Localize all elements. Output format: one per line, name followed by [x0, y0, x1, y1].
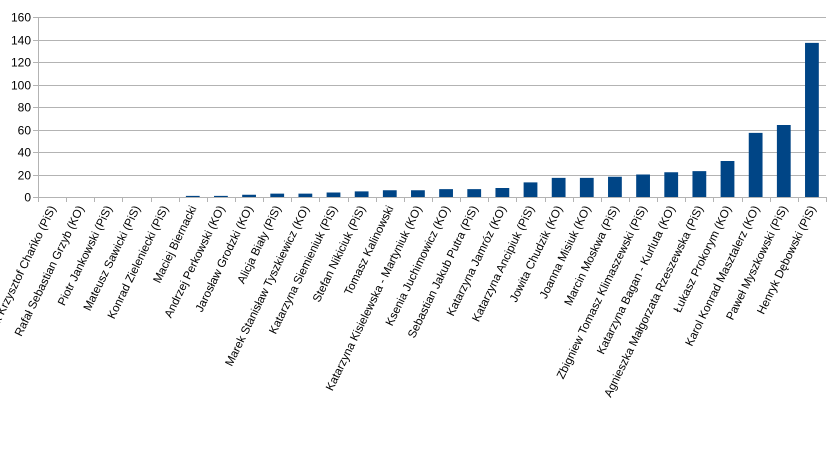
bar: [720, 161, 735, 197]
y-tick-label: 160: [11, 11, 31, 25]
bar: [382, 190, 397, 197]
y-tick-label: 60: [18, 124, 32, 138]
bar: [551, 177, 566, 198]
bar: [354, 191, 369, 198]
y-axis: 0 20 40 60 80 100 120 140 160: [11, 11, 39, 205]
bar: [664, 172, 679, 197]
bar: [748, 132, 763, 198]
y-tick-label: 20: [18, 169, 32, 183]
bar: [523, 182, 538, 198]
y-tick-label: 0: [24, 191, 31, 205]
bar: [805, 42, 819, 198]
bar: [608, 176, 622, 197]
bar: [242, 194, 256, 197]
x-axis: Jacek Krzysztof Chańko (PiS)Rafał Sebast…: [0, 197, 827, 399]
bar: [185, 195, 200, 198]
bar: [214, 195, 228, 198]
y-tick-label: 40: [18, 146, 32, 160]
bar: [326, 192, 341, 197]
bar: [270, 193, 285, 198]
bars: [185, 42, 819, 198]
bar: [579, 177, 594, 198]
y-tick-label: 140: [11, 34, 31, 48]
y-tick-label: 100: [11, 79, 31, 93]
bar: [776, 125, 791, 197]
bar: [298, 193, 313, 198]
bar: [636, 174, 650, 197]
bar: [692, 171, 707, 198]
bar: [495, 188, 510, 197]
gridlines: [38, 17, 826, 198]
y-tick-label: 80: [18, 101, 32, 115]
bar: [411, 190, 425, 197]
bar: [467, 189, 482, 198]
bar: [439, 189, 453, 198]
y-tick-label: 120: [11, 56, 31, 70]
